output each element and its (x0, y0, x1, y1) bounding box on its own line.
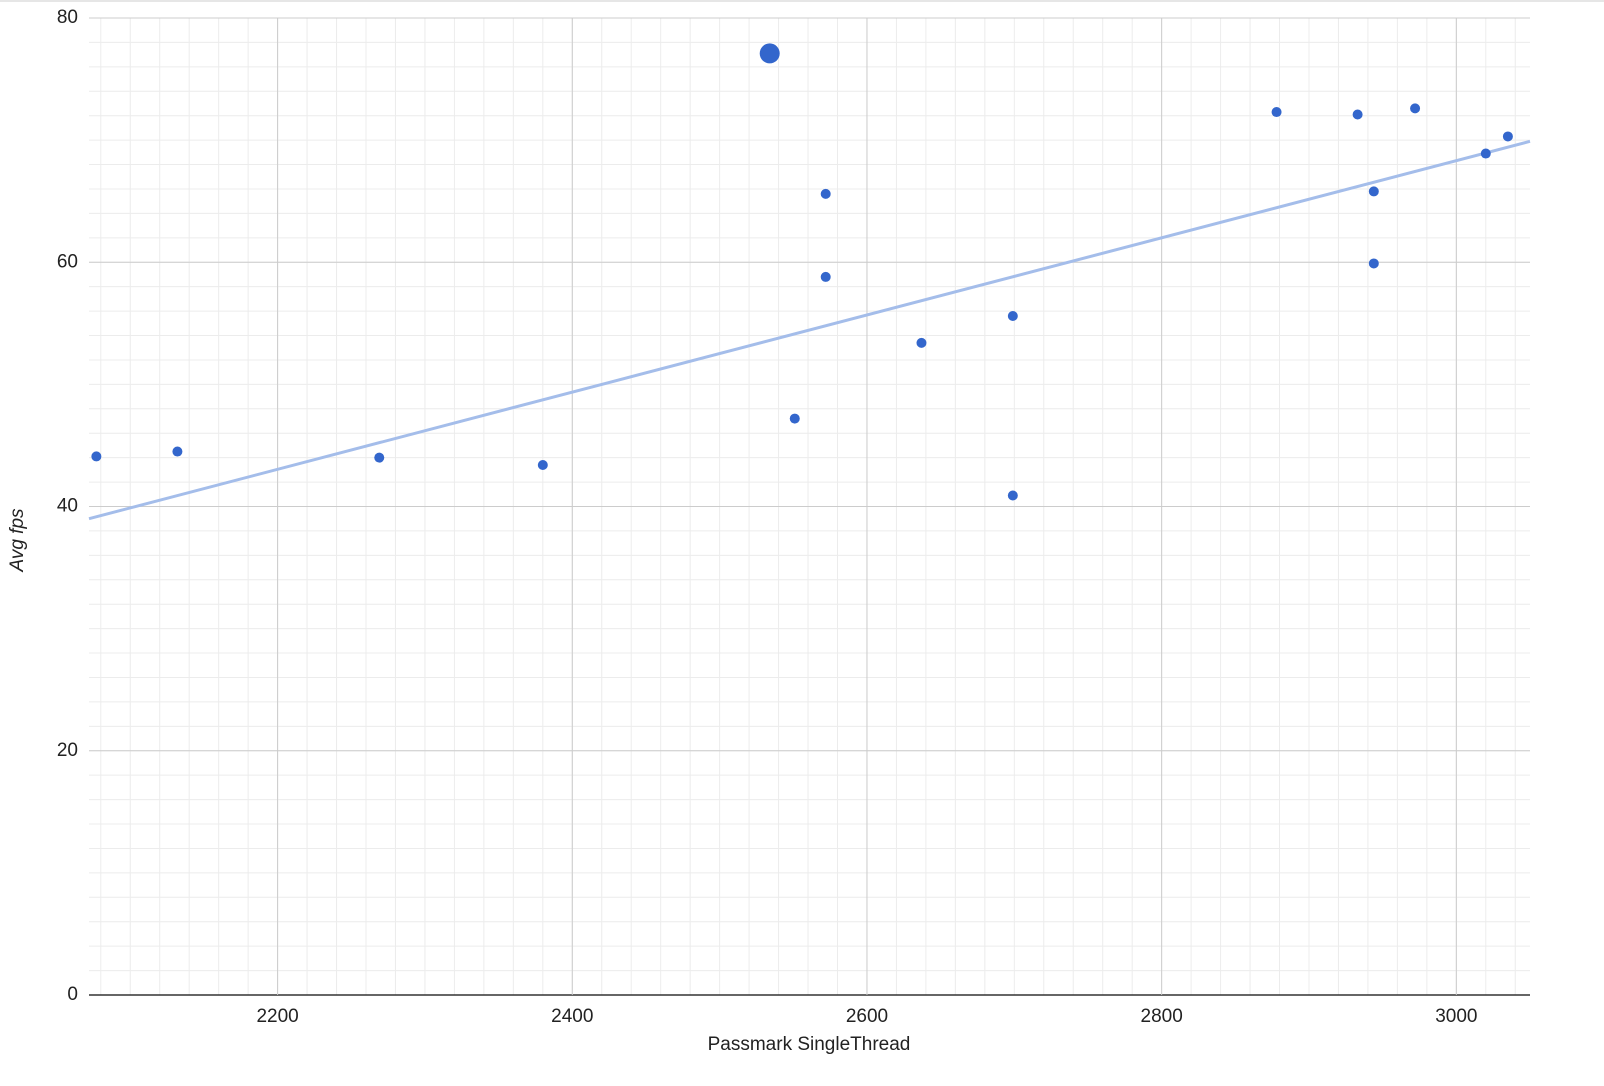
y-axis-title: Avg fps (7, 508, 28, 573)
y-tick-label: 80 (57, 7, 78, 28)
x-tick-label: 3000 (1435, 1006, 1477, 1027)
point (537, 459, 548, 470)
x-tick-label: 2800 (1141, 1006, 1183, 1027)
y-tick-label: 20 (57, 740, 78, 761)
point (789, 413, 800, 424)
point (1502, 131, 1513, 142)
y-tick-label: 0 (67, 984, 78, 1005)
x-tick-label: 2600 (846, 1006, 888, 1027)
point (1368, 186, 1379, 197)
point (1007, 310, 1018, 321)
point (916, 337, 927, 348)
point (820, 188, 831, 199)
y-tick-label: 40 (57, 496, 78, 517)
trendline (88, 139, 1531, 521)
x-tick-label: 2200 (256, 1006, 298, 1027)
point (91, 451, 102, 462)
y-tick-label: 60 (57, 251, 78, 272)
x-axis-title: Passmark SingleThread (708, 1034, 911, 1055)
point (172, 446, 183, 457)
point (1352, 109, 1363, 120)
point (374, 452, 385, 463)
point (759, 43, 780, 64)
point (1007, 490, 1018, 501)
point (1271, 107, 1282, 118)
point (820, 271, 831, 282)
x-tick-label: 2400 (551, 1006, 593, 1027)
point (1368, 258, 1379, 269)
point (1410, 103, 1421, 114)
point (1480, 148, 1491, 159)
